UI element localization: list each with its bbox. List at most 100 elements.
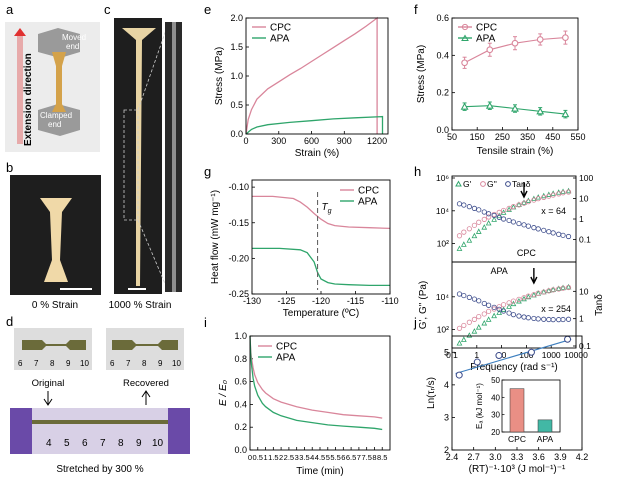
y-axis-label: Heat flow (mW mg⁻¹) [210, 190, 221, 284]
x-tick-label: 6.5 [346, 453, 356, 462]
inset-bar-cpc [509, 388, 525, 433]
ruler-recovered-tick: 9 [158, 359, 163, 368]
y-tick-label: 10² [437, 239, 449, 249]
y-tick-label: 1.0 [234, 331, 247, 341]
tan-delta-point [550, 317, 556, 323]
tan-delta-point [560, 232, 566, 238]
panel-letter-d: d [6, 314, 13, 329]
series-cpc-line [245, 16, 378, 135]
x-tick-label: 0 [248, 453, 252, 462]
tan-delta-point [496, 306, 502, 312]
loss-modulus-point [521, 295, 527, 301]
tan-delta-point [525, 315, 531, 321]
storage-modulus-point [475, 324, 482, 330]
data-point-cpc [486, 46, 494, 54]
glove-left [10, 408, 32, 454]
arrow-up-icon [141, 390, 151, 405]
x-tick-label: 3.9 [554, 452, 567, 462]
legend-label: CPC [276, 342, 297, 353]
zoom-line-top [137, 29, 167, 111]
y-tick-label: 2 [444, 445, 449, 455]
x-tick-label: 7.5 [361, 453, 371, 462]
storage-modulus-point [460, 336, 467, 342]
tg-label: Tg [322, 202, 332, 215]
loss-modulus-point [550, 287, 556, 293]
linear-fit-line [455, 338, 572, 375]
tan-delta-point [461, 292, 467, 299]
storage-modulus-point [485, 316, 492, 322]
x-tick-label: 5 [326, 453, 330, 462]
tan-delta-point [531, 225, 537, 231]
scale-bar-c [128, 288, 146, 290]
data-point [564, 335, 572, 343]
ruler-original-tick: 10 [80, 359, 89, 368]
storage-modulus-point [545, 287, 552, 293]
loss-modulus-point [506, 205, 512, 212]
original-specimen [22, 340, 86, 350]
y-axis-label: Stress (MPa) [214, 47, 225, 105]
x-tick-label: -130 [243, 296, 261, 306]
loss-modulus-point [525, 293, 531, 299]
data-point-apa [511, 104, 519, 112]
arrow-down-icon [43, 391, 53, 406]
x-axis-label: Time (min) [296, 466, 343, 477]
tan-delta-point [565, 316, 572, 322]
x-axis-label: Tensile strain (%) [477, 146, 554, 157]
tan-delta-point [556, 317, 562, 323]
loss-modulus-point [521, 200, 527, 206]
loss-modulus-point [525, 199, 531, 205]
ruler-stretched-tick: 6 [82, 438, 88, 449]
tan-delta-point [510, 219, 517, 225]
y-tick-label: 1.5 [230, 42, 243, 52]
data-point [495, 352, 503, 360]
x-tick-label: 0.5 [253, 453, 263, 462]
tan-delta-point [486, 302, 492, 308]
legend-label: APA [476, 34, 496, 45]
storage-modulus-point [510, 300, 517, 307]
x-axis-label: (RT)⁻¹·10³ (J mol⁻¹)⁻¹ [469, 464, 566, 475]
y2-tick-label: 0.1 [579, 341, 591, 351]
y-axis-label: Ln(τᵣ/s) [426, 377, 437, 409]
x-tick-label: 300 [271, 136, 286, 146]
specimen-shape [52, 52, 66, 112]
tan-delta-point [546, 229, 552, 235]
scale-bar [60, 288, 92, 290]
y-tick-label: 10⁴ [436, 292, 449, 302]
y-tick-label: 10⁶ [436, 173, 449, 183]
storage-modulus-point [560, 284, 566, 291]
tan-delta-point [456, 201, 463, 207]
legend-marker [455, 180, 462, 187]
legend-marker [461, 23, 469, 31]
caption-1000-strain: 1000 % Strain [109, 300, 172, 311]
x-tick-label: 3.0 [489, 452, 502, 462]
panel-a: a Extension direction Moved end Clamped … [5, 2, 100, 152]
storage-modulus-point [506, 206, 512, 212]
crossover-arrow-icon [530, 268, 538, 285]
storage-modulus-point [471, 232, 478, 239]
moved-end-label-1: Moved [62, 33, 86, 42]
ruler-original: 6 7 8 9 10 [18, 359, 89, 368]
chart-i: 0 0.5 1 1.5 2 2.5 3 3.5 4 4.5 5 5.5 6 6.5 7 7.5 8 8.5 0.0 0… [218, 331, 387, 477]
storage-modulus-point [481, 224, 488, 230]
data-point-apa [536, 107, 545, 115]
chart-e-frame [245, 17, 389, 135]
zoom-box [123, 109, 139, 221]
zoom-fiber [172, 22, 176, 292]
loss-modulus-point [486, 214, 492, 220]
x-tick-label: 2.7 [467, 452, 480, 462]
legend-label: APA [276, 353, 296, 364]
y2-axis-label: Tanδ [594, 294, 605, 316]
loss-modulus-point [516, 296, 522, 302]
legend-label: APA [270, 34, 290, 45]
extension-arrow-shaft [17, 36, 23, 144]
data-point-cpc [461, 59, 468, 67]
y2-tick-label: 100 [579, 173, 593, 183]
loss-modulus-point [486, 308, 492, 314]
data-point [455, 371, 463, 379]
loss-modulus-point [471, 316, 477, 322]
tan-delta-point [531, 315, 537, 322]
storage-modulus-point [550, 286, 557, 292]
ruler-stretched-tick: 8 [118, 438, 124, 449]
tan-delta-point [481, 209, 487, 215]
